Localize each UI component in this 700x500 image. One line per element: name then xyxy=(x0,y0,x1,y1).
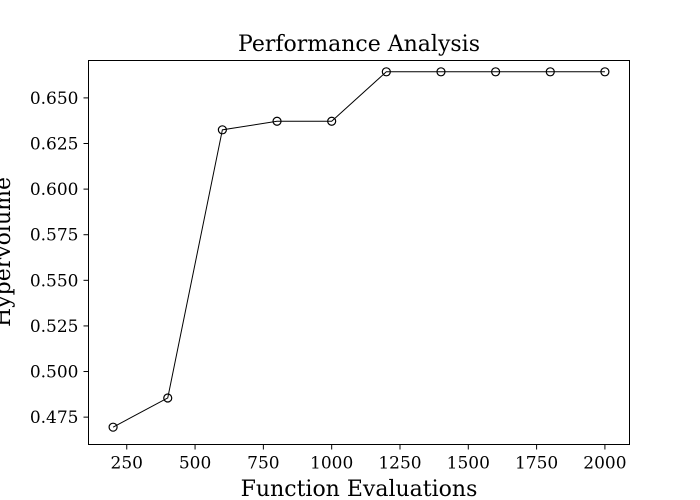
y-tick-label: 0.600 xyxy=(30,180,79,200)
x-tick-label: 1750 xyxy=(515,454,558,474)
y-tick-label: 0.650 xyxy=(30,89,79,109)
x-tick-label: 1000 xyxy=(310,454,353,474)
plot-frame xyxy=(88,60,630,445)
data-point xyxy=(491,67,501,77)
y-tick-label: 0.550 xyxy=(30,271,79,291)
x-tick-label: 250 xyxy=(111,454,143,474)
x-axis-label: Function Evaluations xyxy=(241,477,478,500)
y-tick-label: 0.500 xyxy=(30,363,79,383)
y-tick-label: 0.475 xyxy=(30,408,79,428)
plot-area xyxy=(108,67,610,432)
data-point xyxy=(381,67,391,77)
x-tick-label: 1500 xyxy=(447,454,490,474)
y-tick-label: 0.625 xyxy=(30,135,79,155)
data-point xyxy=(108,422,118,432)
chart-title: Performance Analysis xyxy=(238,32,480,57)
data-point xyxy=(600,67,610,77)
data-point xyxy=(272,116,282,126)
data-point xyxy=(436,67,446,77)
x-axis: 250 500 750 1000 1250 1500 1750 2000 xyxy=(111,444,627,474)
y-axis-label: Hypervolume xyxy=(0,177,16,327)
x-tick-label: 750 xyxy=(247,454,279,474)
x-tick-label: 500 xyxy=(179,454,211,474)
data-point xyxy=(545,67,555,77)
data-point xyxy=(217,125,227,135)
data-point xyxy=(163,393,173,403)
series-line xyxy=(112,71,605,428)
x-tick-label: 2000 xyxy=(583,454,626,474)
x-tick-label: 1250 xyxy=(378,454,421,474)
y-axis: 0.475 0.500 0.525 0.550 0.575 0.600 0.625 0.650 xyxy=(30,89,89,428)
y-tick-label: 0.575 xyxy=(30,226,79,246)
data-point xyxy=(327,116,337,126)
y-tick-label: 0.525 xyxy=(30,317,79,337)
